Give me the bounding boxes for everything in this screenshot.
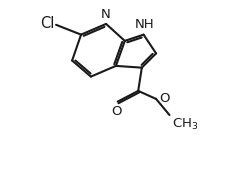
Text: CH$_3$: CH$_3$ bbox=[171, 117, 197, 132]
Text: N: N bbox=[100, 8, 109, 21]
Text: NH: NH bbox=[134, 18, 154, 32]
Text: O: O bbox=[111, 105, 122, 118]
Text: O: O bbox=[158, 92, 169, 105]
Text: Cl: Cl bbox=[40, 16, 55, 32]
